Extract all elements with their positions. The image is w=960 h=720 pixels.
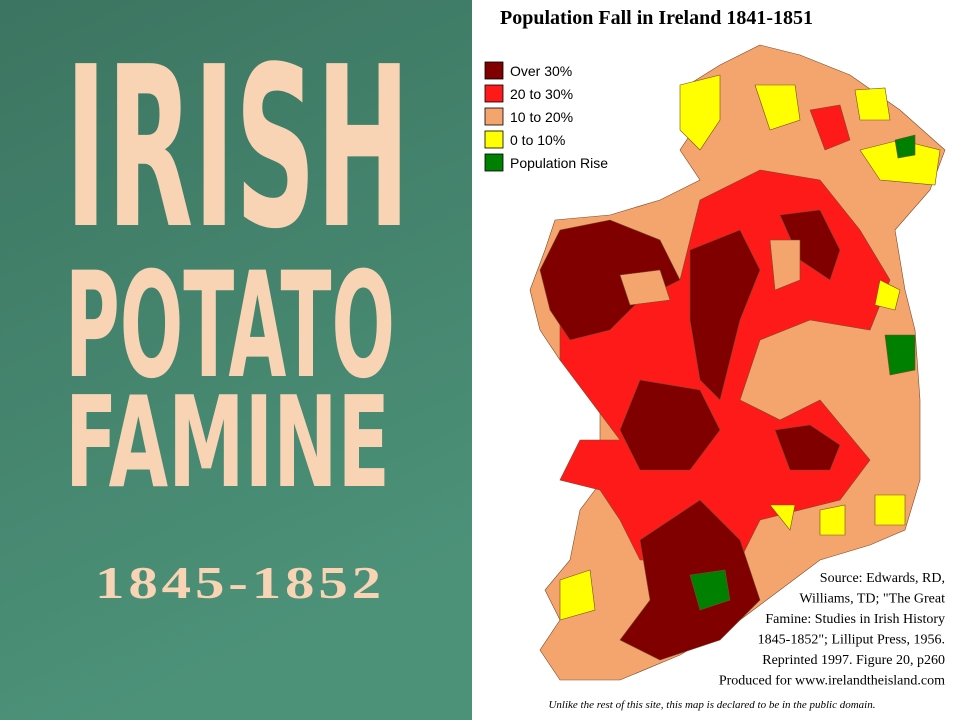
- legend-swatch: [484, 130, 504, 149]
- map-region: [819, 504, 846, 536]
- map-region: [539, 219, 681, 341]
- legend-swatch: [484, 153, 504, 172]
- map-region: [809, 104, 851, 151]
- map-region: [874, 279, 901, 311]
- map-region: [774, 424, 841, 471]
- legend-swatch: [484, 84, 504, 103]
- legend-swatch: [484, 61, 504, 80]
- source-line: Williams, TD; "The Great: [799, 592, 945, 607]
- title-line: FAMINE: [65, 369, 390, 516]
- legend-label: 10 to 20%: [510, 109, 573, 125]
- left-panel: [0, 0, 472, 720]
- legend-label: Population Rise: [510, 155, 608, 171]
- source-line: Source: Edwards, RD,: [820, 571, 945, 586]
- ireland-map: [529, 44, 946, 681]
- map-region: [619, 269, 671, 306]
- source-line: Produced for www.irelandtheisland.com: [719, 674, 945, 689]
- map-region: [689, 569, 731, 611]
- source-line: Famine: Studies in Irish History: [765, 612, 945, 627]
- legend: Over 30% 20 to 30% 10 to 20% 0 to 10% Popula…: [484, 61, 608, 172]
- source-line: Reprinted 1997. Figure 20, p260: [762, 653, 945, 668]
- map-region: [619, 379, 721, 471]
- map-region: [619, 499, 761, 661]
- map-region: [769, 239, 801, 291]
- map-region: [884, 334, 916, 376]
- map-region: [769, 504, 796, 531]
- map-region: [859, 139, 941, 186]
- map-region: [559, 569, 596, 621]
- map-region: [679, 74, 721, 151]
- map-title: Population Fall in Ireland 1841-1851: [500, 7, 813, 29]
- title-line: POTATO: [65, 241, 395, 411]
- map-region: [754, 84, 801, 131]
- source-line: 1845-1852"; Lilliput Press, 1956.: [758, 633, 945, 648]
- map-region: [894, 134, 916, 159]
- legend-label: 20 to 30%: [510, 86, 573, 102]
- legend-swatch: [484, 107, 504, 126]
- map-region: [854, 87, 891, 121]
- map-region: [689, 229, 761, 401]
- title-line: IRISH: [65, 20, 410, 278]
- legend-label: Over 30%: [510, 63, 572, 79]
- dates: 1845-1852: [95, 557, 385, 608]
- source: Source: Edwards, RD, Williams, TD; "The G…: [719, 571, 945, 689]
- map-region: [874, 494, 906, 526]
- footer-note: Unlike the rest of this site, this map i…: [548, 699, 875, 711]
- legend-label: 0 to 10%: [510, 132, 565, 148]
